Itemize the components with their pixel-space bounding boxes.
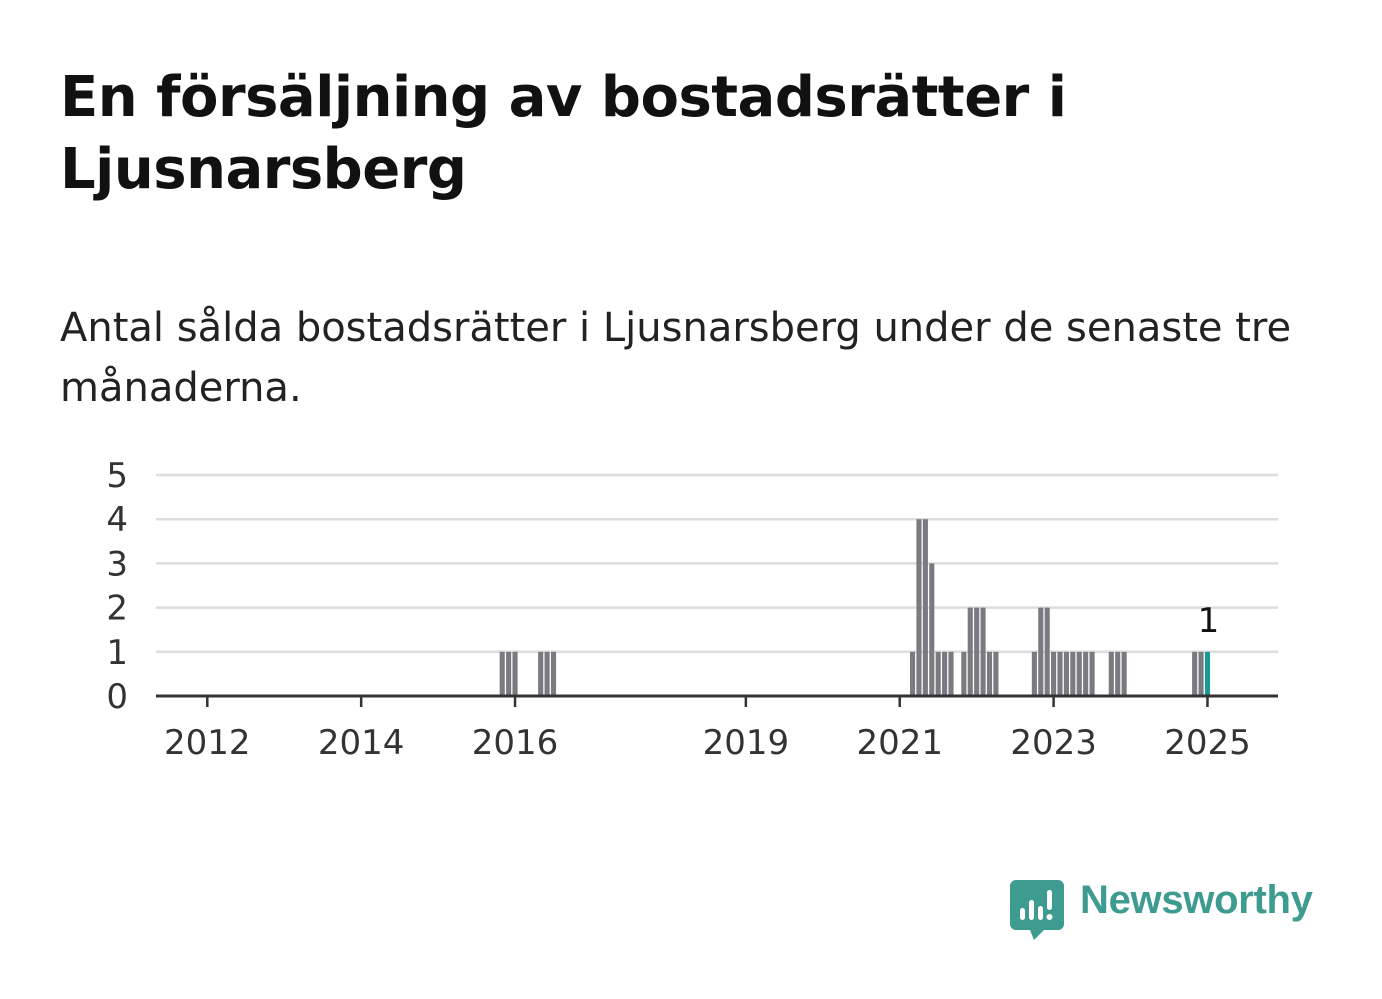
bar — [967, 607, 973, 696]
brand-name: Newsworthy — [1080, 878, 1313, 922]
newsworthy-chart-bubble-icon — [1010, 880, 1064, 940]
x-tick-label: 2023 — [1010, 723, 1097, 763]
bar — [1038, 607, 1044, 696]
bar — [922, 519, 928, 696]
x-tick-label: 2021 — [856, 723, 943, 763]
bar — [1031, 651, 1037, 696]
y-tick-label: 3 — [106, 544, 128, 584]
bar — [1115, 651, 1121, 696]
x-tick-label: 2014 — [318, 723, 405, 763]
bar — [1070, 651, 1076, 696]
y-tick-label: 2 — [106, 589, 128, 629]
bar — [1083, 651, 1089, 696]
bar — [1121, 651, 1127, 696]
y-tick-label: 1 — [106, 633, 128, 673]
chart-title: En försäljning av bostadsrätter i Ljusna… — [60, 65, 1067, 202]
x-tick-label: 2016 — [472, 723, 559, 763]
y-tick-label: 4 — [106, 500, 128, 540]
bar — [499, 651, 505, 696]
bar — [980, 607, 986, 696]
bar — [538, 651, 544, 696]
bar — [929, 563, 935, 696]
bar — [961, 651, 967, 696]
bar — [506, 651, 512, 696]
y-tick-label: 0 — [106, 677, 128, 717]
bar — [1192, 651, 1198, 696]
bar — [544, 651, 550, 696]
x-tick-label: 2025 — [1164, 723, 1251, 763]
bar — [1076, 651, 1082, 696]
highlighted-bar — [1204, 651, 1211, 696]
bar — [1063, 651, 1069, 696]
bar — [993, 651, 999, 696]
bar-value-label: 1 — [1198, 601, 1220, 641]
x-tick-label: 2012 — [164, 723, 251, 763]
bar — [974, 607, 980, 696]
bar — [1057, 651, 1063, 696]
bar — [512, 651, 518, 696]
chart-subtitle: Antal sålda bostadsrätter i Ljusnarsberg… — [60, 305, 1292, 411]
bar — [1044, 607, 1050, 696]
bar — [1089, 651, 1095, 696]
bar — [1108, 651, 1114, 696]
brand-logo: Newsworthy — [1010, 876, 1340, 942]
bar — [986, 651, 993, 696]
bar — [550, 651, 557, 696]
bar — [942, 651, 948, 696]
bar — [935, 651, 941, 696]
bar — [1051, 651, 1057, 696]
x-tick-label: 2019 — [703, 723, 790, 763]
bar — [948, 651, 954, 696]
bar — [916, 519, 922, 696]
y-tick-label: 5 — [106, 456, 128, 496]
bar — [1198, 651, 1204, 696]
bar — [909, 651, 916, 696]
